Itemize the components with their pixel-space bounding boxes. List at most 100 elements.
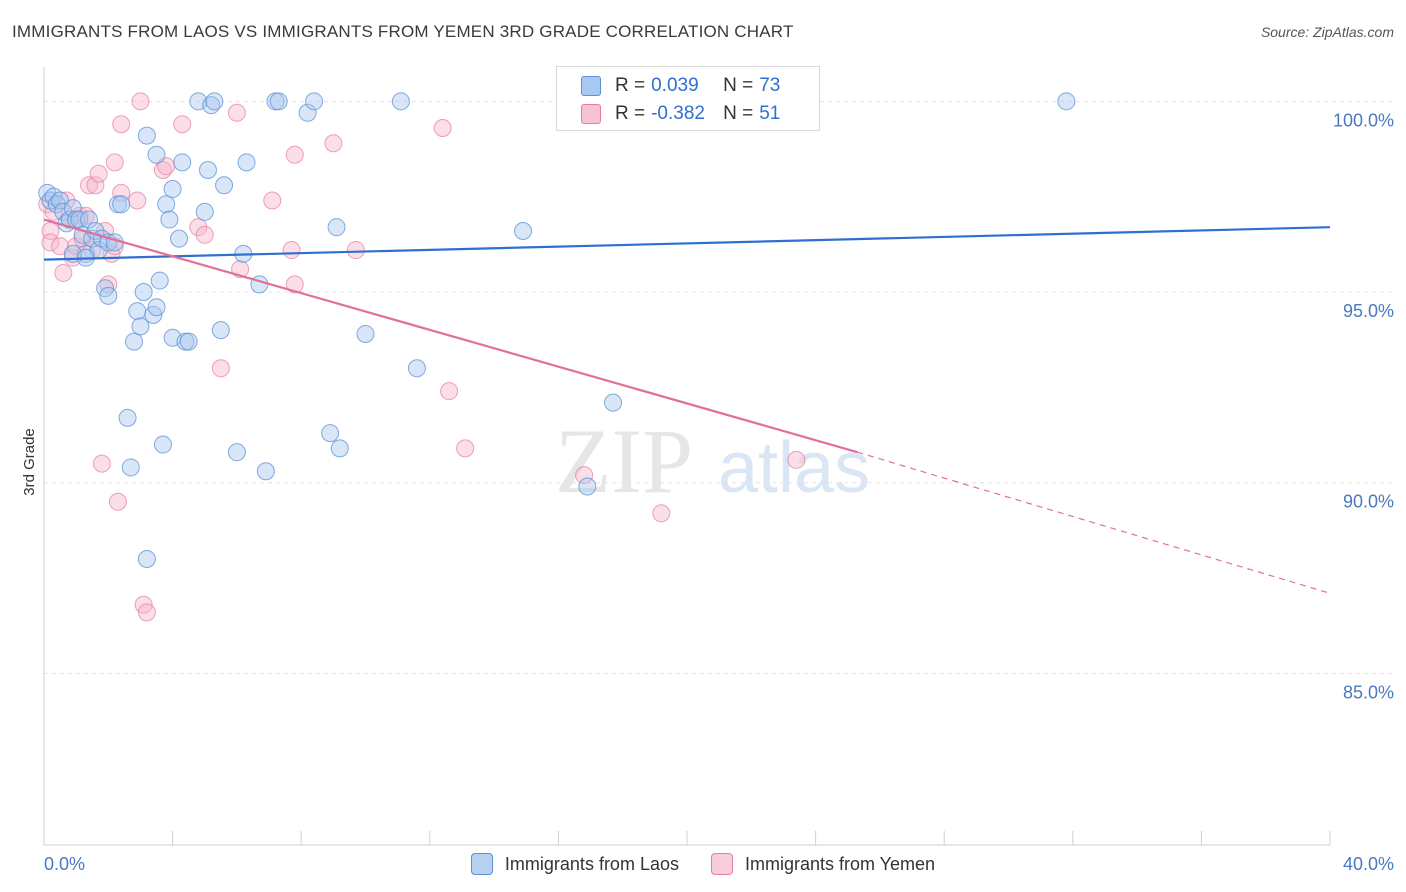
laos-point: [99, 286, 118, 305]
legend-item-yemen[interactable]: Immigrants from Yemen: [710, 853, 936, 875]
y-tick-label: 95.0%: [1343, 301, 1394, 321]
n-label: N =: [723, 75, 754, 96]
laos-trend-line: [43, 226, 1331, 261]
y-tick-label: 100.0%: [1333, 110, 1394, 130]
laos-point: [198, 160, 217, 179]
laos-point: [327, 218, 346, 237]
laos-point: [1057, 92, 1076, 111]
laos-point: [128, 302, 147, 321]
laos-swatch: [581, 76, 601, 96]
laos-point: [80, 210, 99, 229]
laos-point: [205, 92, 224, 111]
yemen-point: [263, 191, 282, 210]
yemen-point: [131, 92, 150, 111]
laos-point: [125, 332, 144, 351]
laos-point: [391, 92, 410, 111]
y-tick-label: 90.0%: [1343, 492, 1394, 512]
laos-legend-swatch: [470, 853, 493, 875]
yemen-point: [189, 218, 208, 237]
y-tick-labels: 85.0% 90.0% 95.0% 100.0%: [1333, 110, 1394, 702]
laos-point: [160, 210, 179, 229]
yemen-points: [38, 92, 806, 622]
yemen-point: [456, 439, 475, 458]
yemen-point: [324, 134, 343, 153]
laos-point: [269, 92, 288, 111]
y-tick-label: 85.0%: [1343, 682, 1394, 702]
x-tick-label: 0.0%: [44, 854, 85, 874]
watermark: ZIP atlas: [555, 410, 870, 512]
laos-point: [157, 195, 176, 214]
laos-point: [118, 408, 137, 427]
x-tick-label: 40.0%: [1343, 854, 1394, 874]
laos-point: [227, 443, 246, 462]
laos-point: [147, 145, 166, 164]
laos-point: [70, 210, 89, 229]
yemen-n-value: 51: [759, 103, 781, 124]
yemen-point: [112, 115, 131, 134]
laos-point: [137, 126, 156, 145]
yemen-point: [652, 504, 671, 523]
laos-point: [137, 549, 156, 568]
y-axis-label: 3rd Grade: [21, 428, 38, 496]
legend-row-laos: R = 0.039 N = 73: [581, 73, 789, 99]
yemen-point: [285, 275, 304, 294]
yemen-legend-swatch: [710, 853, 733, 875]
laos-point: [604, 393, 623, 412]
yemen-point: [105, 153, 124, 172]
laos-r-value: 0.039: [651, 75, 699, 96]
laos-point: [121, 458, 140, 477]
yemen-point: [211, 359, 230, 378]
laos-point: [134, 283, 153, 302]
yemen-trend-line: [43, 218, 858, 454]
yemen-point: [787, 450, 806, 469]
laos-point: [321, 424, 340, 443]
laos-point: [215, 176, 234, 195]
yemen-point: [195, 225, 214, 244]
yemen-point: [173, 115, 192, 134]
yemen-point: [54, 263, 73, 282]
yemen-point: [346, 241, 365, 260]
laos-point: [153, 435, 172, 454]
yemen-point: [440, 382, 459, 401]
n-label: N =: [723, 103, 754, 124]
grid-lines: [44, 100, 1394, 674]
laos-point: [179, 332, 198, 351]
laos-point: [256, 462, 275, 481]
legend-label-yemen: Immigrants from Yemen: [744, 853, 936, 874]
laos-point: [150, 271, 169, 290]
legend-label-laos: Immigrants from Laos: [504, 853, 679, 874]
laos-point: [298, 103, 317, 122]
yemen-swatch: [581, 104, 601, 124]
laos-n-value: 73: [759, 75, 781, 96]
r-label: R =: [615, 103, 646, 124]
laos-point: [147, 298, 166, 317]
yemen-point: [89, 164, 108, 183]
yemen-point: [92, 454, 111, 473]
laos-point: [305, 92, 324, 111]
x-tick-labels: 0.0% 40.0%: [44, 854, 1394, 874]
r-label: R =: [615, 75, 646, 96]
laos-point: [112, 195, 131, 214]
legend-item-laos[interactable]: Immigrants from Laos: [470, 853, 679, 875]
yemen-r-value: -0.382: [651, 103, 705, 124]
yemen-point: [575, 466, 594, 485]
laos-point: [407, 359, 426, 378]
correlation-legend: R = 0.039 N = 73 R = -0.382 N = 51: [556, 66, 820, 131]
laos-point: [173, 153, 192, 172]
laos-point: [237, 153, 256, 172]
laos-point: [170, 229, 189, 248]
series-legend: Immigrants from Laos Immigrants from Yem…: [0, 850, 1406, 878]
source-label: Source: ZipAtlas.com: [1260, 24, 1394, 40]
yemen-point: [86, 176, 105, 195]
yemen-point: [285, 145, 304, 164]
chart-title: IMMIGRANTS FROM LAOS VS IMMIGRANTS FROM …: [12, 22, 794, 41]
yemen-point: [282, 241, 301, 260]
yemen-point: [227, 103, 246, 122]
yemen-point: [128, 191, 147, 210]
laos-points: [38, 92, 1076, 568]
yemen-trend-extension: [857, 451, 1331, 594]
yemen-point: [433, 119, 452, 138]
laos-point: [131, 317, 150, 336]
yemen-point: [137, 603, 156, 622]
